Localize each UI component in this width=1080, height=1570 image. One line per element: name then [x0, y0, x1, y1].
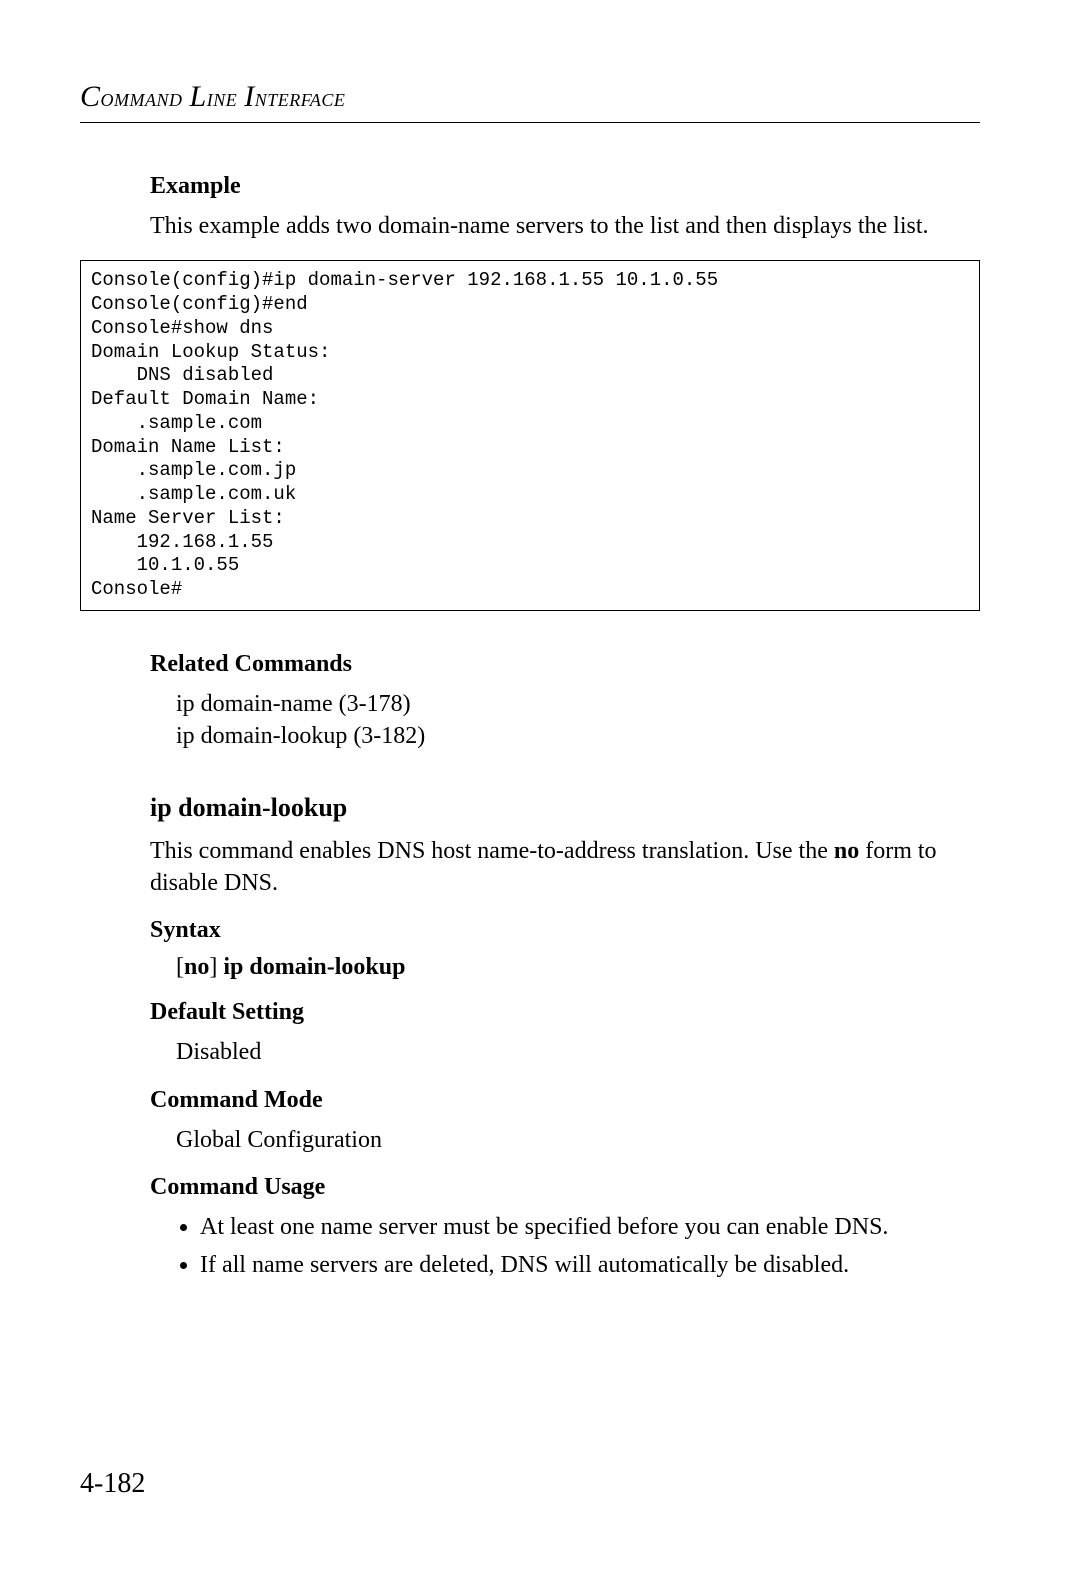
related-commands-heading: Related Commands	[150, 651, 980, 678]
body-column-top: Example This example adds two domain-nam…	[150, 173, 980, 242]
running-header-text: Command Line Interface	[80, 83, 345, 112]
command-desc-pre: This command enables DNS host name-to-ad…	[150, 838, 834, 864]
page: Command Line Interface Example This exam…	[0, 0, 1080, 1570]
running-header: Command Line Interface	[80, 80, 980, 123]
related-commands-list: ip domain-name (3-178) ip domain-lookup …	[176, 688, 980, 753]
syntax-bracket-close: ]	[209, 954, 223, 980]
command-desc-bold: no	[834, 838, 859, 864]
page-number: 4-182	[80, 1468, 145, 1500]
syntax-bracket-open: [	[176, 954, 184, 980]
command-mode-value: Global Configuration	[176, 1124, 980, 1156]
console-output: Console(config)#ip domain-server 192.168…	[80, 260, 980, 611]
example-text: This example adds two domain-name server…	[150, 210, 980, 242]
syntax-line: [no] ip domain-lookup	[176, 954, 980, 981]
command-usage-item: At least one name server must be specifi…	[200, 1211, 980, 1245]
syntax-heading: Syntax	[150, 917, 980, 944]
default-setting-heading: Default Setting	[150, 999, 980, 1026]
related-command-item: ip domain-lookup (3-182)	[176, 720, 980, 752]
default-setting-value: Disabled	[176, 1036, 980, 1068]
command-usage-item: If all name servers are deleted, DNS wil…	[200, 1249, 980, 1283]
example-heading: Example	[150, 173, 980, 200]
syntax-no: no	[184, 954, 209, 980]
command-description: This command enables DNS host name-to-ad…	[150, 835, 980, 900]
body-column-bottom: Related Commands ip domain-name (3-178) …	[150, 651, 980, 1283]
command-usage-heading: Command Usage	[150, 1174, 980, 1201]
related-command-item: ip domain-name (3-178)	[176, 688, 980, 720]
command-title: ip domain-lookup	[150, 793, 980, 823]
command-mode-heading: Command Mode	[150, 1087, 980, 1114]
syntax-command: ip domain-lookup	[223, 954, 405, 980]
command-usage-list: At least one name server must be specifi…	[200, 1211, 980, 1282]
